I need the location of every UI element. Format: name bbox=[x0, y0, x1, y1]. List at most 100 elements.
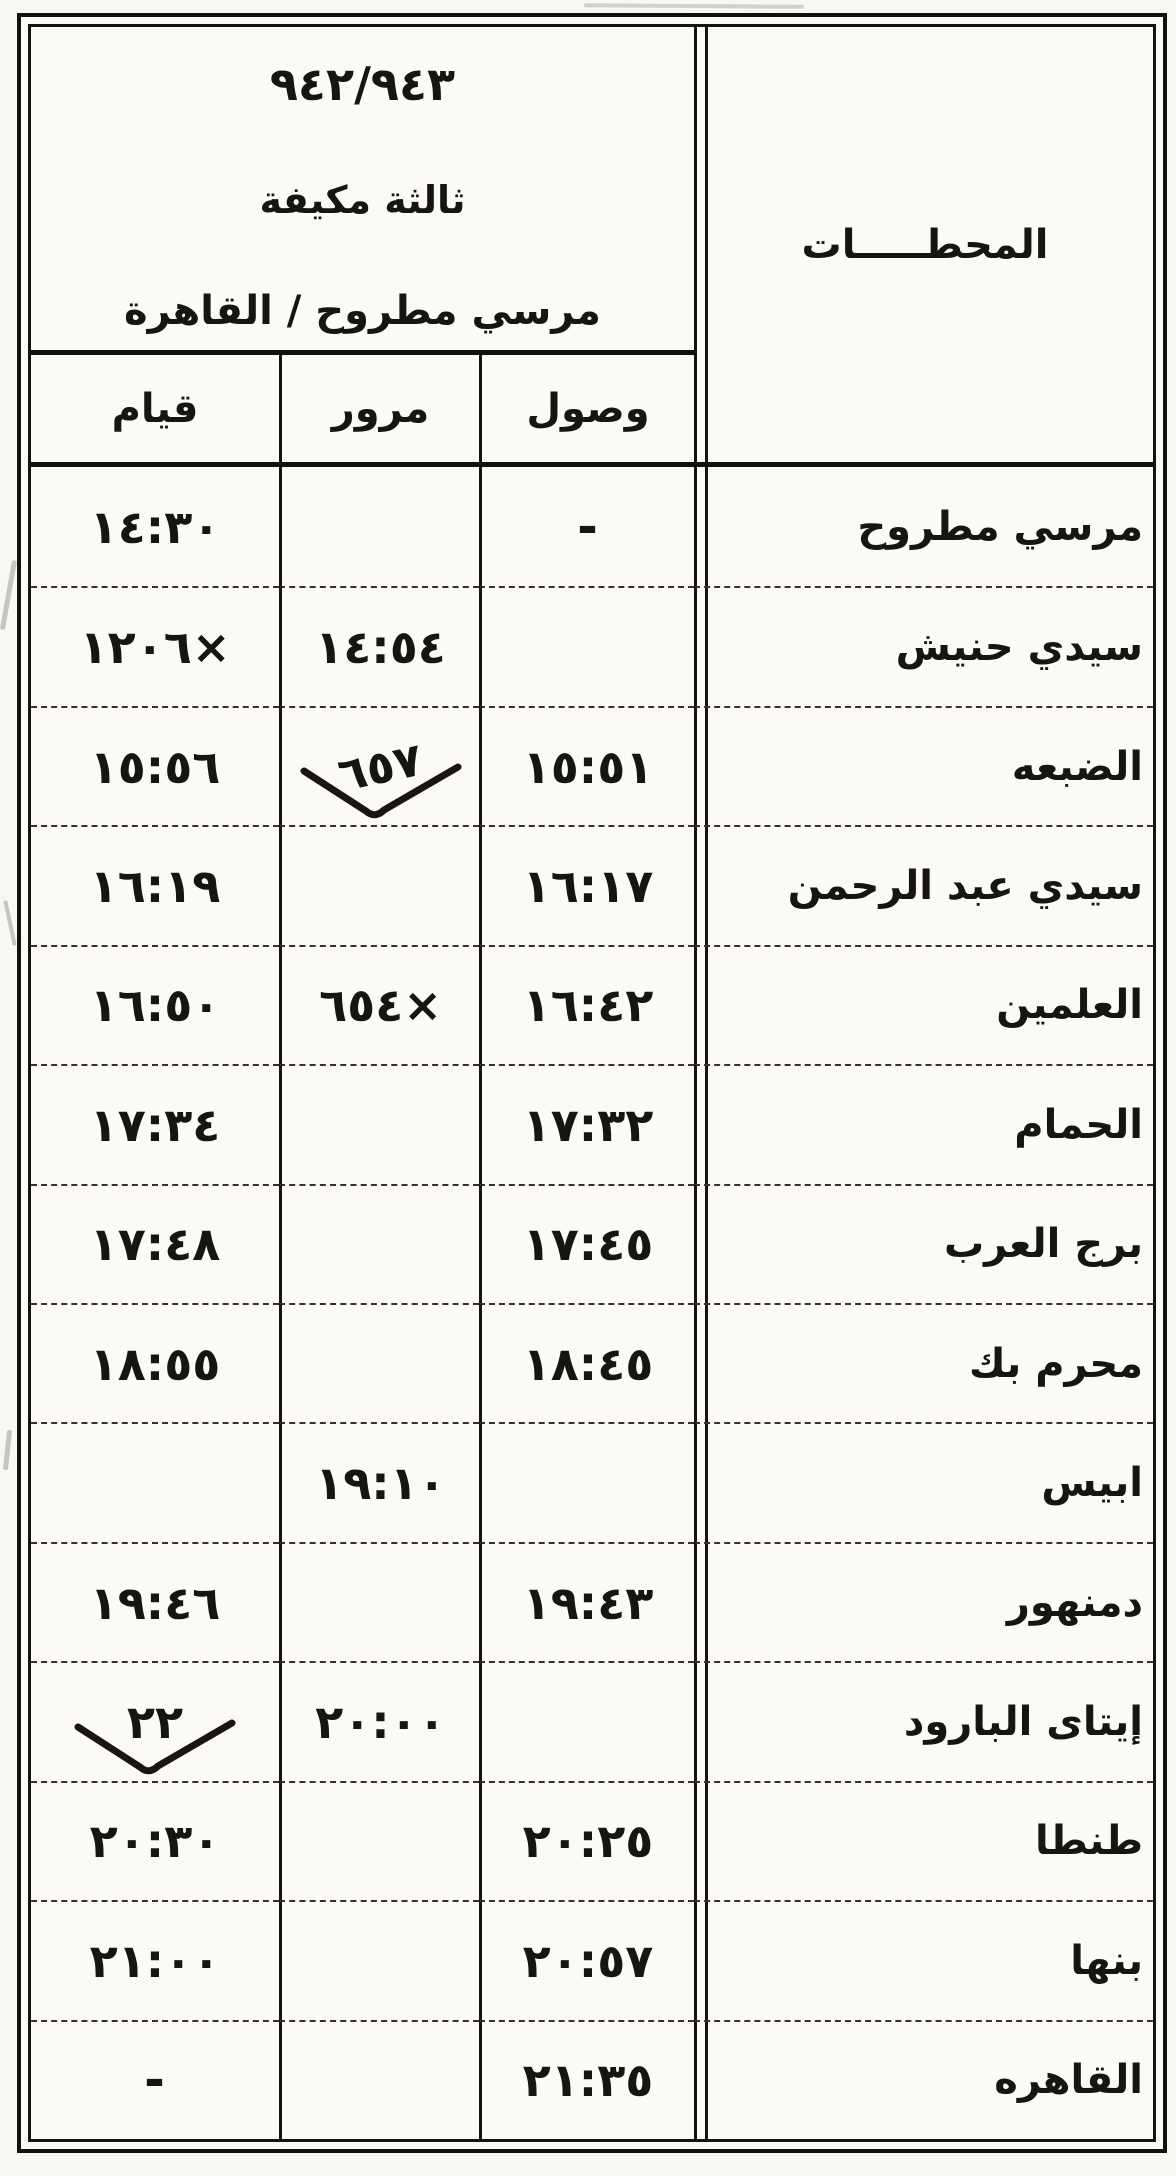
cell-depart: ٢٢ bbox=[27, 1661, 275, 1780]
cell-station: بنها bbox=[690, 1900, 1149, 2019]
cell-arrive: ٢٠:٢٥ bbox=[475, 1781, 690, 1900]
station-name: دمنهور bbox=[1003, 1581, 1139, 1625]
time-value: ١٨:٤٥ bbox=[519, 1341, 650, 1387]
cell-station: محرم بك bbox=[690, 1303, 1149, 1422]
cell-pass bbox=[275, 1900, 475, 2019]
time-value: ١٩:٤٦ bbox=[86, 1580, 217, 1626]
cell-arrive: ١٨:٤٥ bbox=[475, 1303, 690, 1422]
cell-arrive bbox=[475, 586, 690, 705]
cell-pass bbox=[275, 2020, 475, 2139]
route-label: مرسي مطروح / القاهرة bbox=[120, 288, 597, 334]
time-value: ٢١:٠٠ bbox=[86, 1938, 217, 1984]
cell-pass: ٦٥٧ bbox=[275, 706, 475, 825]
station-name: ابيس bbox=[1037, 1461, 1139, 1505]
cell-station: برج العرب bbox=[690, 1184, 1149, 1303]
train-numbers: ٩٤٢/٩٤٣ bbox=[266, 57, 451, 111]
station-name: برج العرب bbox=[940, 1222, 1139, 1266]
cell-depart: ١٩:٤٦ bbox=[27, 1542, 275, 1661]
column-header-pass: مرور bbox=[275, 355, 475, 467]
cell-depart: ١٧:٤٨ bbox=[27, 1184, 275, 1303]
cell-depart: ١٤:٣٠ bbox=[27, 467, 275, 586]
station-name: الحمام bbox=[1010, 1103, 1139, 1147]
time-value: ٢٢ bbox=[123, 1699, 179, 1745]
cell-arrive: ٢٠:٥٧ bbox=[475, 1900, 690, 2019]
cell-arrive: ١٧:٤٥ bbox=[475, 1184, 690, 1303]
station-name: العلمين bbox=[992, 983, 1139, 1027]
cell-pass: ١٤:٥٤ bbox=[275, 586, 475, 705]
cell-depart: ١٦:٥٠ bbox=[27, 945, 275, 1064]
cell-station: طنطا bbox=[690, 1781, 1149, 1900]
scan-artifact bbox=[0, 1430, 8, 1470]
time-value: ١٦:٥٠ bbox=[86, 982, 217, 1028]
station-name: سيدي عبد الرحمن bbox=[784, 864, 1139, 908]
time-value: ٢٠:٠٠ bbox=[311, 1699, 442, 1745]
stations-header-label: المحطـــــات bbox=[798, 222, 1045, 268]
time-value: ١٦:١٩ bbox=[86, 863, 217, 909]
time-value: ١٥:٥١ bbox=[519, 744, 650, 790]
cell-arrive: ١٦:٤٢ bbox=[475, 945, 690, 1064]
station-name: محرم بك bbox=[965, 1342, 1139, 1386]
column-header-arrive: وصول bbox=[475, 355, 690, 467]
cell-station: سيدي حنيش bbox=[690, 586, 1149, 705]
cell-pass bbox=[275, 1781, 475, 1900]
cell-arrive: ١٥:٥١ bbox=[475, 706, 690, 825]
time-value: ١٧:٣٤ bbox=[86, 1102, 217, 1148]
time-value: ١٩:٤٣ bbox=[519, 1580, 650, 1626]
cell-arrive: ٢١:٣٥ bbox=[475, 2020, 690, 2139]
time-value: ١٨:٥٥ bbox=[86, 1341, 217, 1387]
timetable: ٩٤٢/٩٤٣ ثالثة مكيفة مرسي مطروح / القاهرة… bbox=[13, 13, 1163, 2153]
cell-depart: ١٧:٣٤ bbox=[27, 1064, 275, 1183]
arrive-header-label: وصول bbox=[522, 386, 645, 432]
cell-pass bbox=[275, 1064, 475, 1183]
pass-header-label: مرور bbox=[328, 386, 426, 432]
cell-arrive: - bbox=[475, 467, 690, 586]
stations-column-header: المحطـــــات bbox=[690, 27, 1149, 467]
cell-depart: ٢١:٠٠ bbox=[27, 1900, 275, 2019]
timetable-inner-frame: ٩٤٢/٩٤٣ ثالثة مكيفة مرسي مطروح / القاهرة… bbox=[24, 24, 1152, 2142]
time-value: ٢٠:٢٥ bbox=[519, 1818, 650, 1864]
time-value: - bbox=[140, 2055, 162, 2105]
cell-depart: ٢٠:٣٠ bbox=[27, 1781, 275, 1900]
cell-arrive bbox=[475, 1661, 690, 1780]
cell-pass bbox=[275, 1184, 475, 1303]
cell-depart: ١٦:١٩ bbox=[27, 825, 275, 944]
time-value: ١٧:٤٨ bbox=[86, 1221, 217, 1267]
cell-station: سيدي عبد الرحمن bbox=[690, 825, 1149, 944]
station-name: إيتاى البارود bbox=[900, 1700, 1139, 1744]
station-name: طنطا bbox=[1031, 1819, 1139, 1863]
time-value: ٢٠:٥٧ bbox=[519, 1938, 650, 1984]
time-value: ٢١:٣٥ bbox=[519, 2057, 650, 2103]
station-name: الضبعه bbox=[1008, 745, 1139, 789]
cell-pass bbox=[275, 825, 475, 944]
station-name: بنها bbox=[1066, 1939, 1139, 1983]
cell-station: مرسي مطروح bbox=[690, 467, 1149, 586]
cell-pass: ١٩:١٠ bbox=[275, 1422, 475, 1541]
cell-station: إيتاى البارود bbox=[690, 1661, 1149, 1780]
time-value: ١٩:١٠ bbox=[311, 1460, 442, 1506]
cell-station: العلمين bbox=[690, 945, 1149, 1064]
time-value: ١٦:١٧ bbox=[519, 863, 650, 909]
time-value: ١٦:٤٢ bbox=[519, 982, 650, 1028]
time-value: ١٢٠٦× bbox=[76, 624, 227, 670]
time-value: ١٧:٤٥ bbox=[519, 1221, 650, 1267]
column-header-depart: قيام bbox=[27, 355, 275, 467]
cell-station: ابيس bbox=[690, 1422, 1149, 1541]
cell-arrive bbox=[475, 1422, 690, 1541]
cell-pass: ٢٠:٠٠ bbox=[275, 1661, 475, 1780]
station-name: مرسي مطروح bbox=[853, 505, 1139, 549]
time-value: ٢٠:٣٠ bbox=[86, 1818, 217, 1864]
timetable-grid: ٩٤٢/٩٤٣ ثالثة مكيفة مرسي مطروح / القاهرة… bbox=[27, 27, 1149, 2139]
scan-artifact bbox=[0, 900, 13, 946]
time-value: ٦٥٧ bbox=[331, 735, 423, 798]
cell-arrive: ١٦:١٧ bbox=[475, 825, 690, 944]
cell-depart bbox=[27, 1422, 275, 1541]
scanned-timetable-page: { "header": { "train_numbers": "٩٤٢/٩٤٣"… bbox=[0, 0, 1176, 2176]
cell-arrive: ١٧:٣٢ bbox=[475, 1064, 690, 1183]
station-name: القاهره bbox=[990, 2058, 1139, 2102]
cell-depart: ١٢٠٦× bbox=[27, 586, 275, 705]
time-value: ٦٥٤× bbox=[315, 982, 438, 1028]
cell-station: الحمام bbox=[690, 1064, 1149, 1183]
cell-depart: ١٥:٥٦ bbox=[27, 706, 275, 825]
cell-pass: ٦٥٤× bbox=[275, 945, 475, 1064]
class-label: ثالثة مكيفة bbox=[255, 178, 461, 222]
